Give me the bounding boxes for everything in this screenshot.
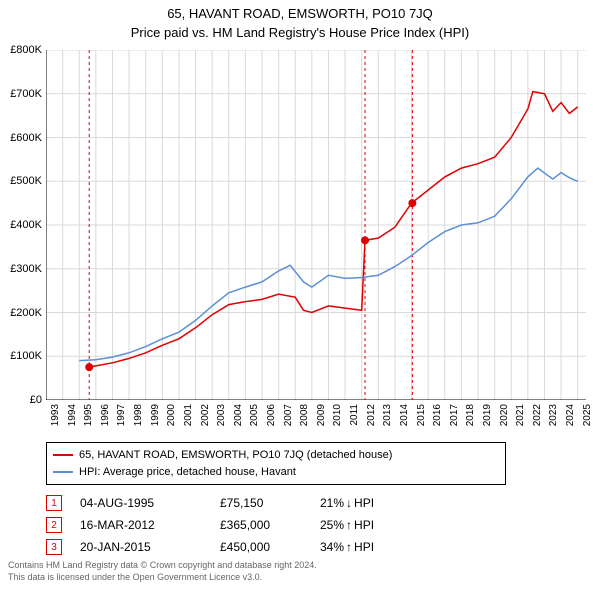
y-tick-label: £100K <box>10 350 42 362</box>
x-tick-label: 1995 <box>83 404 94 426</box>
arrow-up-icon: ↑ <box>346 518 352 532</box>
legend-box: 65, HAVANT ROAD, EMSWORTH, PO10 7JQ (det… <box>46 442 506 485</box>
x-tick-label: 2020 <box>499 404 510 426</box>
y-tick-label: £300K <box>10 263 42 275</box>
chart-container: 65, HAVANT ROAD, EMSWORTH, PO10 7JQ Pric… <box>0 0 600 590</box>
x-tick-label: 2011 <box>349 404 360 426</box>
chart-svg <box>46 50 586 400</box>
x-tick-label: 2005 <box>249 404 260 426</box>
y-tick-label: £700K <box>10 88 42 100</box>
legend-swatch <box>53 471 73 473</box>
x-tick-label: 2022 <box>532 404 543 426</box>
x-tick-label: 1993 <box>50 404 61 426</box>
transaction-row: 3 20-JAN-2015£450,00034%↑HPI <box>40 536 440 558</box>
transaction-price: £365,000 <box>220 518 320 532</box>
legend-row: HPI: Average price, detached house, Hava… <box>53 464 499 481</box>
x-tick-label: 2006 <box>266 404 277 426</box>
y-tick-label: £800K <box>10 44 42 56</box>
x-tick-label: 2002 <box>200 404 211 426</box>
x-tick-label: 2023 <box>548 404 559 426</box>
y-tick-label: £0 <box>30 394 42 406</box>
footer-text: Contains HM Land Registry data © Crown c… <box>8 560 317 583</box>
transaction-price: £450,000 <box>220 540 320 554</box>
transaction-date: 16-MAR-2012 <box>80 518 220 532</box>
x-tick-label: 2000 <box>166 404 177 426</box>
x-tick-label: 2010 <box>332 404 343 426</box>
chart-title: 65, HAVANT ROAD, EMSWORTH, PO10 7JQ <box>0 0 600 21</box>
arrow-down-icon: ↓ <box>346 496 352 510</box>
legend-swatch <box>53 454 73 456</box>
footer-line: Contains HM Land Registry data © Crown c… <box>8 560 317 572</box>
x-tick-label: 1999 <box>150 404 161 426</box>
x-tick-label: 2013 <box>382 404 393 426</box>
arrow-up-icon: ↑ <box>346 540 352 554</box>
y-tick-label: £500K <box>10 175 42 187</box>
transaction-table: 1 04-AUG-1995£75,15021%↓HPI 2 16-MAR-2012£3… <box>40 492 440 558</box>
chart-plot <box>46 50 586 400</box>
x-tick-label: 2003 <box>216 404 227 426</box>
legend-row: 65, HAVANT ROAD, EMSWORTH, PO10 7JQ (det… <box>53 447 499 464</box>
legend-label: 65, HAVANT ROAD, EMSWORTH, PO10 7JQ (det… <box>79 447 392 464</box>
transaction-delta: 34%↑HPI <box>320 540 440 554</box>
transaction-row: 2 16-MAR-2012£365,00025%↑HPI <box>40 514 440 536</box>
transaction-badge: 1 <box>46 495 62 511</box>
x-tick-label: 2001 <box>183 404 194 426</box>
x-tick-label: 2017 <box>449 404 460 426</box>
transaction-badge: 2 <box>46 517 62 533</box>
transaction-date: 20-JAN-2015 <box>80 540 220 554</box>
footer-line: This data is licensed under the Open Gov… <box>8 572 317 584</box>
transaction-date: 04-AUG-1995 <box>80 496 220 510</box>
x-tick-label: 2014 <box>399 404 410 426</box>
x-tick-label: 2015 <box>416 404 427 426</box>
transaction-delta: 25%↑HPI <box>320 518 440 532</box>
x-tick-label: 2012 <box>366 404 377 426</box>
y-tick-label: £400K <box>10 219 42 231</box>
transaction-badge: 3 <box>46 539 62 555</box>
x-tick-label: 2016 <box>432 404 443 426</box>
y-tick-label: £200K <box>10 307 42 319</box>
transaction-delta: 21%↓HPI <box>320 496 440 510</box>
x-tick-label: 1998 <box>133 404 144 426</box>
x-tick-label: 2004 <box>233 404 244 426</box>
transaction-row: 1 04-AUG-1995£75,15021%↓HPI <box>40 492 440 514</box>
y-tick-label: £600K <box>10 132 42 144</box>
chart-subtitle: Price paid vs. HM Land Registry's House … <box>0 21 600 40</box>
x-tick-label: 1997 <box>116 404 127 426</box>
transaction-price: £75,150 <box>220 496 320 510</box>
x-tick-label: 2007 <box>283 404 294 426</box>
x-tick-label: 1994 <box>67 404 78 426</box>
x-tick-label: 1996 <box>100 404 111 426</box>
x-tick-label: 2021 <box>515 404 526 426</box>
x-tick-label: 2019 <box>482 404 493 426</box>
legend-label: HPI: Average price, detached house, Hava… <box>79 464 296 481</box>
x-tick-label: 2009 <box>316 404 327 426</box>
x-tick-label: 2018 <box>465 404 476 426</box>
x-tick-label: 2025 <box>582 404 593 426</box>
x-tick-label: 2008 <box>299 404 310 426</box>
x-tick-label: 2024 <box>565 404 576 426</box>
